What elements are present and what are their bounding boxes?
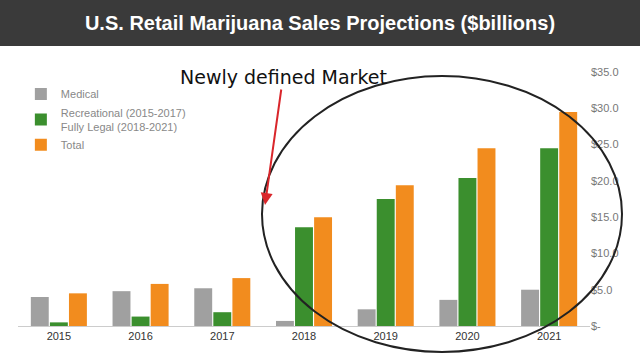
svg-text:2019: 2019 (373, 330, 397, 342)
svg-text:$10.0: $10.0 (591, 247, 619, 259)
svg-text:Total: Total (61, 139, 84, 151)
svg-text:$5.0: $5.0 (591, 284, 612, 296)
svg-text:2018: 2018 (292, 330, 316, 342)
svg-text:$-: $- (591, 320, 601, 332)
svg-text:$35.0: $35.0 (591, 66, 619, 78)
svg-text:2020: 2020 (455, 330, 479, 342)
svg-text:2021: 2021 (537, 330, 561, 342)
svg-text:Medical: Medical (61, 88, 99, 100)
svg-text:U.S. Retail Marijuana Sales Pr: U.S. Retail Marijuana Sales Projections … (85, 12, 555, 34)
svg-text:2017: 2017 (210, 330, 234, 342)
svg-text:2016: 2016 (128, 330, 152, 342)
svg-text:$15.0: $15.0 (591, 211, 619, 223)
svg-text:$20.0: $20.0 (591, 175, 619, 187)
svg-text:$30.0: $30.0 (591, 102, 619, 114)
svg-text:Recreational (2015-2017)Fully: Recreational (2015-2017)Fully Legal (201… (61, 107, 186, 133)
svg-text:2015: 2015 (47, 330, 71, 342)
svg-text:Newly defined Market: Newly defined Market (180, 66, 387, 88)
svg-text:$25.0: $25.0 (591, 138, 619, 150)
